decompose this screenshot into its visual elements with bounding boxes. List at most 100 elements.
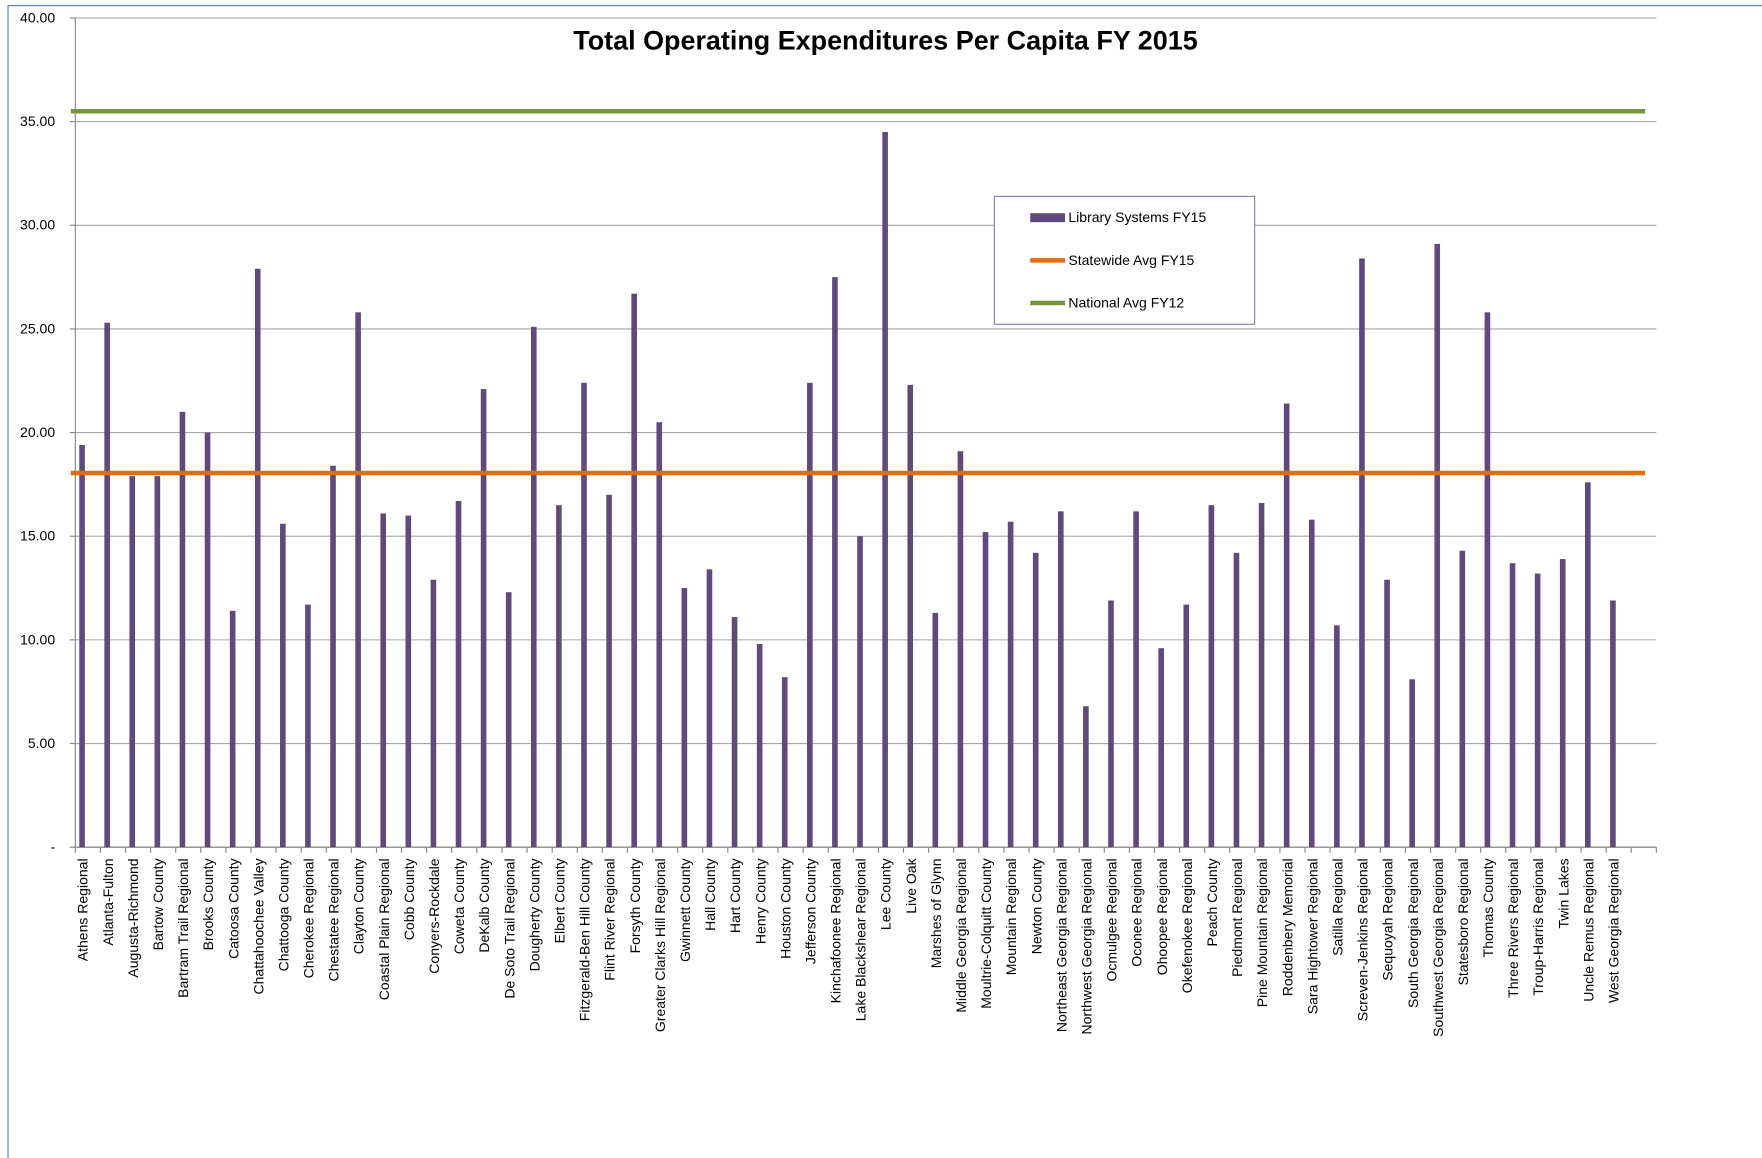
bar xyxy=(656,422,663,848)
x-tick-label: Lake Blackshear Regional xyxy=(853,858,869,1021)
bar xyxy=(79,445,85,848)
bar xyxy=(1585,482,1591,848)
bar xyxy=(179,411,186,848)
bar xyxy=(756,644,763,848)
x-tick-label: Clayton County xyxy=(351,858,367,954)
bar xyxy=(1308,519,1315,848)
x-tick-label: Henry County xyxy=(752,858,768,944)
x-tick-label: Brooks County xyxy=(200,858,216,950)
x-tick-label: Troup-Harris Regional xyxy=(1530,858,1546,995)
x-tick-label: Augusta-Richmond xyxy=(125,858,141,977)
x-tick-label: Jefferson County xyxy=(802,858,818,964)
x-tick-label: Chestatee Regional xyxy=(326,858,342,981)
bar xyxy=(681,588,688,848)
bar xyxy=(229,610,236,848)
x-tick-label: Dougherty County xyxy=(526,858,542,971)
x-tick-label: Catoosa County xyxy=(225,858,241,959)
x-tick-label: Three Rivers Regional xyxy=(1505,858,1521,997)
x-tick-label: Live Oak xyxy=(903,857,919,913)
x-tick-label: Twin Lakes xyxy=(1555,858,1571,928)
x-tick-label: Cobb County xyxy=(401,858,417,940)
x-tick-label: Greater Clarks Hill Regional xyxy=(652,858,668,1032)
x-tick-label: Coweta County xyxy=(451,858,467,954)
x-tick-label: West Georgia Regional xyxy=(1606,858,1622,1003)
x-tick-label: Kinchafoonee Regional xyxy=(828,858,844,1003)
bar xyxy=(581,382,587,848)
x-tick-label: Northwest Georgia Regional xyxy=(1079,858,1095,1034)
x-tick-label: Piedmont Regional xyxy=(1229,858,1245,976)
x-tick-label: Bartow County xyxy=(150,858,166,950)
x-tick-label: Bartram Trail Regional xyxy=(175,858,191,997)
x-tick-label: Fitzgerald-Ben Hill County xyxy=(577,858,593,1021)
x-tick-label: Statesboro Regional xyxy=(1455,858,1471,985)
x-tick-label: Mountain Regional xyxy=(1003,858,1019,975)
bar xyxy=(355,312,361,848)
bar xyxy=(129,476,136,848)
x-tick-label: Sara Hightower Regional xyxy=(1304,858,1320,1014)
bar xyxy=(982,532,989,848)
bar xyxy=(1108,600,1114,848)
bar xyxy=(530,326,537,848)
x-tick-label: Flint River Regional xyxy=(602,858,618,980)
bar xyxy=(832,277,838,848)
x-tick-label: De Soto Trail Regional xyxy=(501,858,517,998)
bar xyxy=(731,617,738,848)
bar xyxy=(1409,679,1415,848)
bar xyxy=(455,500,462,848)
bar xyxy=(1183,604,1190,848)
y-tick-label: 35.00 xyxy=(20,113,55,129)
y-tick-label: 25.00 xyxy=(20,320,55,336)
x-tick-label: Forsyth County xyxy=(627,858,643,953)
bar xyxy=(556,505,562,848)
bar xyxy=(280,523,286,848)
x-tick-label: Elbert County xyxy=(551,858,567,943)
x-tick-label: Marshes of Glynn xyxy=(928,858,944,968)
x-tick-label: Screven-Jenkins Regional xyxy=(1355,858,1371,1021)
bar xyxy=(254,268,261,848)
x-tick-label: Ohoopee Regional xyxy=(1154,858,1170,975)
bar xyxy=(1384,579,1390,848)
bar xyxy=(957,451,964,848)
x-tick-label: Sequoyah Regional xyxy=(1380,858,1396,980)
bar xyxy=(781,677,788,848)
x-tick-label: Roddenbery Memorial xyxy=(1279,858,1295,996)
bar xyxy=(1133,511,1139,848)
x-tick-label: Lee County xyxy=(878,858,894,930)
x-tick-label: Coastal Plain Regional xyxy=(376,858,392,1000)
bar xyxy=(932,612,939,848)
bar xyxy=(154,476,161,848)
bar xyxy=(631,293,637,848)
bar xyxy=(430,579,437,848)
legend-label: Library Systems FY15 xyxy=(1068,209,1206,225)
x-tick-label: Pine Mountain Regional xyxy=(1254,858,1270,1007)
x-tick-label: Peach County xyxy=(1204,858,1220,946)
bar xyxy=(1359,258,1365,848)
y-tick-label: - xyxy=(50,839,55,855)
y-tick-label: 30.00 xyxy=(20,217,55,233)
x-tick-label: South Georgia Regional xyxy=(1405,858,1421,1008)
bar xyxy=(204,432,211,848)
x-tick-label: Gwinnett County xyxy=(677,858,693,962)
bar xyxy=(1559,559,1566,848)
y-tick-label: 40.00 xyxy=(20,9,55,25)
bar xyxy=(857,536,863,848)
bar xyxy=(480,389,487,848)
legend-swatch xyxy=(1030,213,1066,223)
bar xyxy=(882,131,888,848)
chart-title: Total Operating Expenditures Per Capita … xyxy=(573,25,1197,55)
bar xyxy=(1258,503,1265,848)
x-tick-label: Houston County xyxy=(777,858,793,959)
bar xyxy=(505,592,512,848)
y-tick-label: 10.00 xyxy=(20,631,55,647)
x-tick-label: Conyers-Rockdale xyxy=(426,858,442,973)
chart-frame xyxy=(7,5,1762,1158)
bar xyxy=(330,465,336,848)
x-tick-label: Chattooga County xyxy=(275,858,291,971)
bar xyxy=(104,322,110,848)
x-tick-label: Hart County xyxy=(727,858,743,933)
x-tick-label: Northeast Georgia Regional xyxy=(1053,858,1069,1032)
bar xyxy=(807,382,813,848)
x-tick-label: Middle Georgia Regional xyxy=(953,858,969,1012)
x-tick-label: Uncle Remus Regional xyxy=(1580,858,1596,1001)
